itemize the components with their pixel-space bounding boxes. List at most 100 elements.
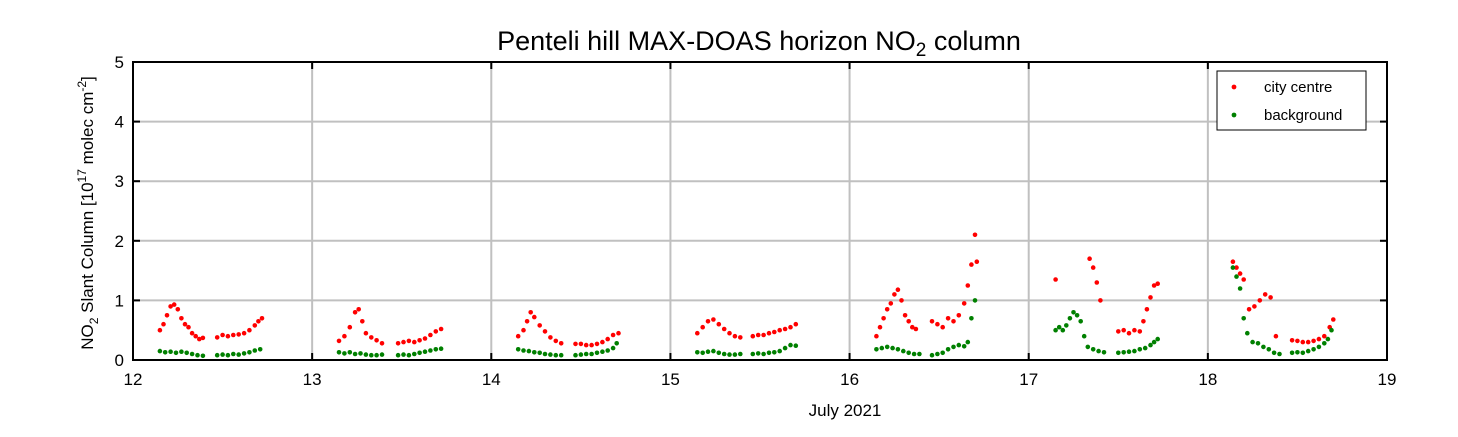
data-point [1289,350,1295,356]
y-tick-label: 1 [115,291,124,310]
data-point [1137,329,1143,334]
grid-lines [133,62,1387,360]
data-point [379,352,385,357]
data-point [256,319,261,324]
data-point [755,351,761,356]
data-point [892,292,897,297]
data-point [945,316,951,321]
data-point [252,348,258,353]
data-point [1098,298,1103,303]
data-point [433,329,439,334]
legend-marker-background [1231,112,1237,118]
data-point [616,330,621,336]
data-point [236,332,241,337]
data-point [716,350,722,356]
data-point [605,336,610,342]
legend-marker-city-centre [1231,84,1237,90]
data-point [1101,350,1107,355]
y-tick-label: 5 [115,53,124,72]
y-tick-label: 4 [115,113,124,132]
data-point [727,330,732,336]
data-point [1053,327,1058,333]
data-point [1132,327,1137,333]
data-point [369,352,374,358]
data-point [1250,339,1255,345]
data-point [583,351,589,357]
data-point [184,350,189,356]
data-point [1316,344,1322,350]
data-point [1246,307,1252,312]
data-point [168,349,173,355]
data-point [1261,344,1266,350]
data-point [910,324,915,330]
data-point [1322,333,1327,339]
data-point [1271,350,1277,356]
data-point [428,348,433,353]
data-point [1064,323,1069,328]
data-point [412,351,417,357]
data-point [336,338,342,344]
data-point [241,351,247,356]
data-point [906,319,911,324]
y-tick-label: 2 [115,232,124,251]
data-point [881,316,886,321]
data-point [951,319,956,324]
data-point [374,352,379,358]
data-point [515,347,521,352]
x-axis-label: July 2021 [809,401,882,420]
data-point [1241,277,1246,282]
data-point [738,335,743,340]
data-point [175,307,181,312]
data-point [1237,286,1243,291]
data-point [782,326,788,332]
data-point [171,302,177,307]
data-point [777,348,782,354]
data-point [1322,341,1327,346]
series-background [157,265,1334,359]
data-point [1273,333,1279,339]
data-point [231,332,236,338]
data-point [755,332,761,338]
data-point [1074,313,1080,318]
data-point [1255,341,1261,346]
data-point [738,351,743,357]
data-point [610,345,616,351]
data-point [438,326,444,332]
data-point [214,335,220,340]
data-point [537,350,542,356]
y-axis-label: NO2 Slant Column [1017 molec cm-2] [75,76,101,350]
data-point [777,327,782,333]
data-point [363,352,369,357]
data-point [1262,292,1268,297]
data-point [406,338,412,344]
axis-ticks [132,61,1388,361]
data-points [157,232,1336,359]
data-point [1053,277,1058,282]
data-point [1121,327,1126,333]
data-point [732,333,738,339]
data-point [1266,347,1272,352]
data-point [168,304,173,309]
data-point [945,347,951,352]
y-tick-label: 3 [115,172,124,191]
data-point [521,348,526,353]
data-point [347,324,353,330]
data-point [542,351,548,357]
data-point [1081,333,1087,339]
data-point [1295,338,1300,344]
data-point [1277,351,1282,357]
data-point [241,330,247,336]
data-point [558,341,564,346]
data-point [1094,280,1100,285]
data-point [406,352,412,358]
data-point [906,350,911,356]
x-tick-label: 15 [661,370,680,389]
data-point [1126,349,1132,355]
data-point [1305,339,1311,345]
data-point [336,350,342,355]
data-point [369,335,374,340]
data-point [788,324,793,330]
data-point [772,350,777,355]
x-tick-label: 17 [1019,370,1038,389]
data-point [888,301,894,306]
